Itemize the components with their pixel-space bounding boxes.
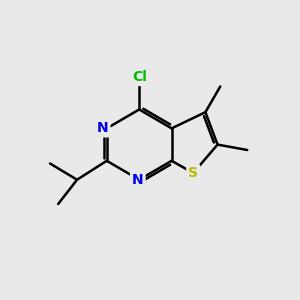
Text: S: S — [188, 166, 198, 180]
Text: Cl: Cl — [132, 70, 147, 84]
Text: N: N — [132, 173, 144, 187]
Text: N: N — [97, 122, 109, 135]
